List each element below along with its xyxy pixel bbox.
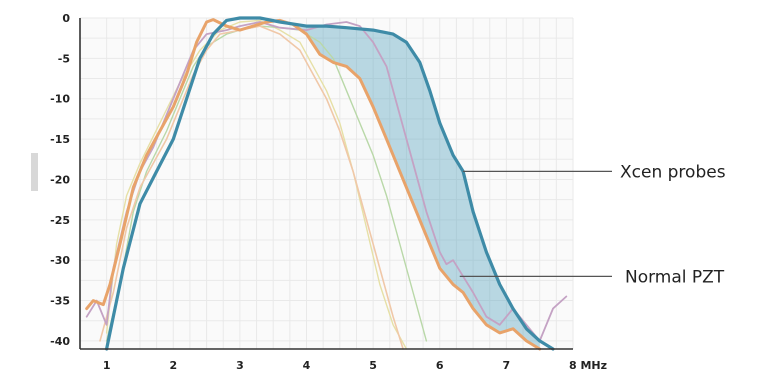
series-line-green [105,25,428,342]
series-line-xcen [105,16,555,351]
x-tick-labels: 1 2 3 4 5 6 7 8 MHz [103,359,607,372]
y-tick-label: -5 [58,52,70,65]
y-tick-label: -30 [50,254,70,267]
x-tick-label: 8 MHz [569,359,607,372]
y-tick-labels: 0 -5 -10 -15 -20 -25 -30 -35 -40 [50,12,70,348]
x-tick-label: 6 [436,359,444,372]
x-tick-label: 3 [236,359,244,372]
series-line-pzt [85,18,542,351]
y-tick-label: -35 [50,295,70,308]
x-tick-label: 5 [369,359,377,372]
y-tick-label: -10 [50,93,70,106]
annotation-pzt: Normal PZT [459,267,725,287]
x-tick-label: 7 [503,359,511,372]
y-tick-label: -20 [50,173,70,186]
axes [79,18,573,350]
y-tick-label: 0 [62,12,70,25]
x-tick-label: 4 [303,359,311,372]
y-tick-label: -25 [50,214,70,227]
y-tick-label: -40 [50,335,70,348]
annotation-label-pzt: Normal PZT [625,267,725,287]
series-line-mauve [85,21,568,342]
plot-background [80,18,573,349]
annotation-xcen: Xcen probes [463,162,726,182]
x-tick-label: 2 [169,359,177,372]
y-tick-label: -15 [50,133,70,146]
y-axis-label-faint [31,153,38,191]
x-tick-label: 1 [103,359,111,372]
series-lines [85,16,568,351]
annotation-label-xcen: Xcen probes [620,162,726,182]
